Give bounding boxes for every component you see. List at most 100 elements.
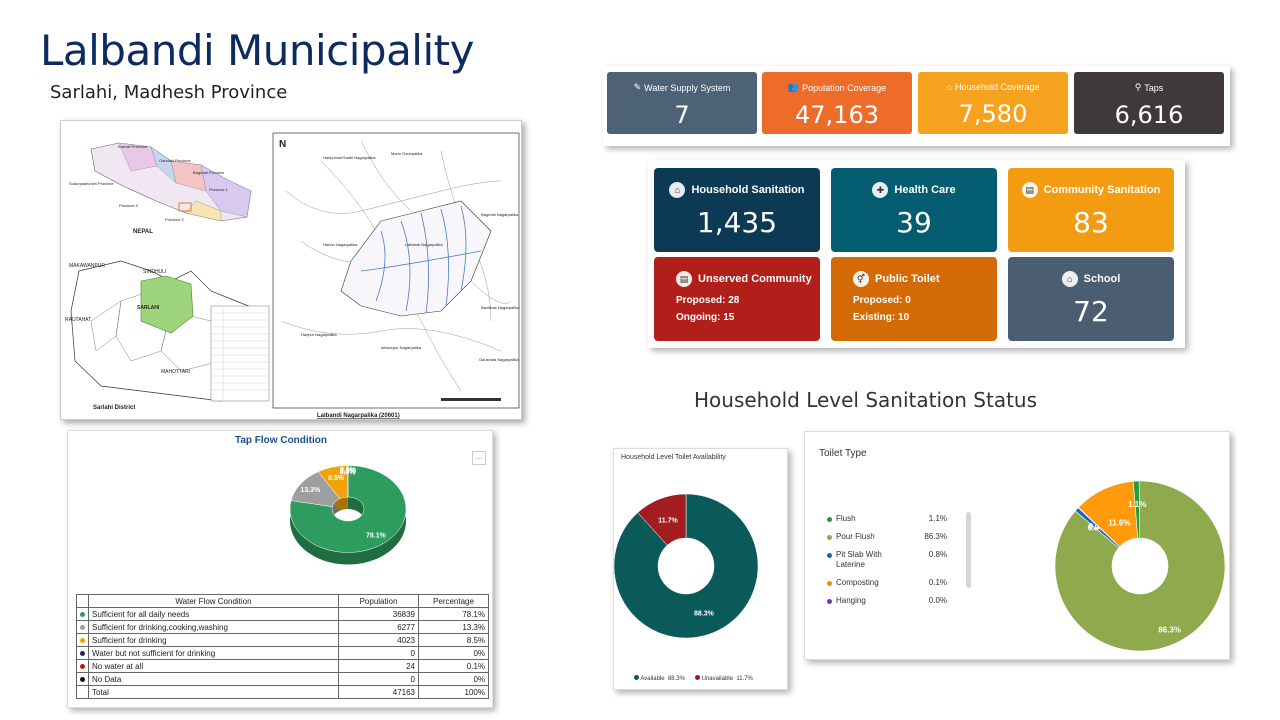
map-place-label: Harion Nagarpalika: [323, 242, 358, 247]
legend-dot: [80, 611, 85, 617]
legend-item[interactable]: Composting 0.1%: [827, 578, 947, 588]
table-cell-label: Water but not sufficient for drinking: [88, 646, 339, 660]
pie-slice[interactable]: [289, 465, 407, 553]
legend-item[interactable]: Unavailable 11.7%: [694, 675, 753, 682]
table-cell-percentage: 13.3%: [418, 620, 489, 634]
legend-dot: [634, 675, 639, 680]
table-header-spacer: [76, 594, 89, 608]
kpi-community-sanitation[interactable]: ▤ Community Sanitation 83: [1008, 168, 1174, 252]
map-province-label: Bagmati Province: [193, 170, 225, 175]
legend-value: 86.3%: [924, 532, 947, 541]
page-subtitle: Sarlahi, Madhesh Province: [50, 82, 288, 103]
map-neighbour-label: MAHOTTARI: [161, 369, 190, 375]
toilet-type-chart: 86.3% 0.8%0.1% 11.6% 1.1%: [1054, 480, 1226, 652]
data-label: 0.1%: [1089, 522, 1107, 531]
legend-dot: [80, 663, 85, 669]
legend-label: Hanging: [836, 596, 866, 605]
legend-scrollbar[interactable]: [966, 512, 971, 588]
kpi-household-coverage[interactable]: ⌂ Household Coverage 7,580: [918, 72, 1068, 134]
restroom-icon: ⚥: [853, 271, 869, 287]
table-header: Water Flow Condition: [88, 594, 339, 608]
edit-icon: ✎: [633, 82, 642, 92]
table-cell-percentage: 0%: [418, 646, 489, 660]
legend-dot: [827, 599, 832, 604]
data-label: 86.3%: [1158, 625, 1181, 634]
map-place-label: Ishworpur Nagarpalika: [381, 345, 422, 350]
legend-label: Pour Flush: [836, 532, 875, 541]
map-province-label: Gandaki Province: [159, 158, 191, 163]
legend-value: 1.1%: [928, 514, 947, 523]
kpi-taps[interactable]: ⚲ Taps 6,616: [1074, 72, 1224, 134]
table-cell-marker: [76, 659, 89, 673]
clipboard-icon: ▤: [676, 271, 692, 287]
table-cell-label: No Data: [88, 672, 339, 686]
table-cell-marker: [76, 672, 89, 686]
toilet-availability-panel: Household Level Toilet Availability 88.3…: [613, 448, 788, 690]
tap-icon: ⚲: [1134, 82, 1142, 92]
table-row: Water but not sufficient for drinking 0 0%: [76, 646, 489, 660]
section-title: Household Level Sanitation Status: [694, 388, 1038, 412]
kpi-public-toilet[interactable]: ⚥ Public Toilet Proposed: 0 Existing: 10: [831, 257, 997, 341]
toilet-availability-title: Household Level Toilet Availability: [621, 454, 726, 461]
pie-slice[interactable]: [1132, 480, 1141, 539]
data-label: 11.6%: [1108, 519, 1130, 528]
table-cell-percentage: 100%: [418, 685, 489, 699]
table-header: Percentage: [418, 594, 489, 608]
clipboard-icon: ▤: [1021, 182, 1038, 198]
legend-dot: [80, 637, 85, 643]
kpi-school[interactable]: ⌂ School 72: [1008, 257, 1174, 341]
tap-flow-title: Tap Flow Condition: [234, 435, 328, 446]
map-province-label: Province 1: [209, 187, 229, 192]
map-neighbour-label: SINDHULI: [143, 269, 166, 275]
north-arrow: N: [279, 139, 286, 150]
kpi-water-supply[interactable]: ✎ Water Supply System 7: [607, 72, 757, 134]
legend-dot: [80, 676, 85, 682]
legend-item[interactable]: Available 88.3%: [634, 675, 685, 682]
map-place-label: Bagmati Nagarpalika: [481, 212, 519, 217]
toilet-type-legend: Flush 1.1% Pour Flush 86.3% Pit Slab With La…: [827, 514, 947, 614]
kpi-unserved-community[interactable]: ▤ Unserved Community Proposed: 28 Ongoing…: [654, 257, 820, 341]
table-cell-label: Total: [88, 685, 339, 699]
kpi-summary-row: ✎ Water Supply System 7 👥 Population Cover…: [603, 66, 1230, 146]
legend-dot: [827, 553, 832, 558]
map-neighbour-label: RAUTAHAT: [65, 317, 91, 323]
map-place-label: Marin Gaunpalika: [391, 151, 423, 156]
data-label: 8.5%: [328, 475, 345, 482]
map-district-label: Sarlahi District: [93, 405, 135, 411]
pie-slice[interactable]: [1054, 480, 1226, 652]
table-row: No water at all 24 0.1%: [76, 659, 489, 673]
more-options-icon[interactable]: ...: [472, 451, 486, 465]
map-place-label: Gaushala Nagarpalika: [479, 357, 519, 362]
legend-item[interactable]: Pit Slab With Laterine 0.8%: [827, 550, 947, 570]
pie-slice[interactable]: [637, 493, 687, 546]
toilet-availability-chart: 88.3% 11.7%: [614, 493, 759, 639]
map-neighbour-label: MAKAWANPUR: [69, 263, 105, 269]
table-cell-population: 36839: [338, 607, 419, 621]
legend-dot: [694, 675, 700, 680]
kpi-population-coverage[interactable]: 👥 Population Coverage 47,163: [762, 72, 912, 134]
map-place-label: Bardibas Nagarpalika: [481, 305, 520, 310]
legend-item[interactable]: Hanging 0.0%: [827, 596, 947, 606]
data-label: 88.3%: [694, 611, 715, 618]
kpi-health-care[interactable]: ✚ Health Care 39: [831, 168, 997, 252]
kpi-household-sanitation[interactable]: ⌂ Household Sanitation 1,435: [654, 168, 820, 252]
map-place-label: Haripur Nagarpalika: [301, 332, 337, 337]
tap-flow-panel: Tap Flow Condition ... 78.1%13.3%8.5%0.0…: [67, 430, 493, 708]
table-row: Sufficient for drinking 4023 8.5%: [76, 633, 489, 647]
toilet-availability-legend: Available 88.3% Unavailable 11.7%: [634, 675, 753, 682]
tap-flow-table: Water Flow Condition Population Percenta…: [76, 594, 489, 699]
table-cell-population: 0: [338, 646, 419, 660]
table-cell-marker: [76, 607, 89, 621]
legend-value: 0.1%: [928, 578, 947, 587]
pie-slice[interactable]: [614, 493, 759, 639]
legend-dot: [80, 624, 85, 630]
map-place-label: Haripurwa/Gadhi Nagarpalika: [323, 155, 376, 160]
table-row: Sufficient for drinking,cooking,washing 6…: [76, 620, 489, 634]
table-cell-population: 47163: [338, 685, 419, 699]
table-cell-label: Sufficient for drinking,cooking,washing: [88, 620, 339, 634]
table-row: No Data 0 0%: [76, 672, 489, 686]
legend-item[interactable]: Flush 1.1%: [827, 514, 947, 524]
table-header: Population: [338, 594, 419, 608]
data-label: 0.8%: [1088, 523, 1106, 532]
legend-item[interactable]: Pour Flush 86.3%: [827, 532, 947, 542]
